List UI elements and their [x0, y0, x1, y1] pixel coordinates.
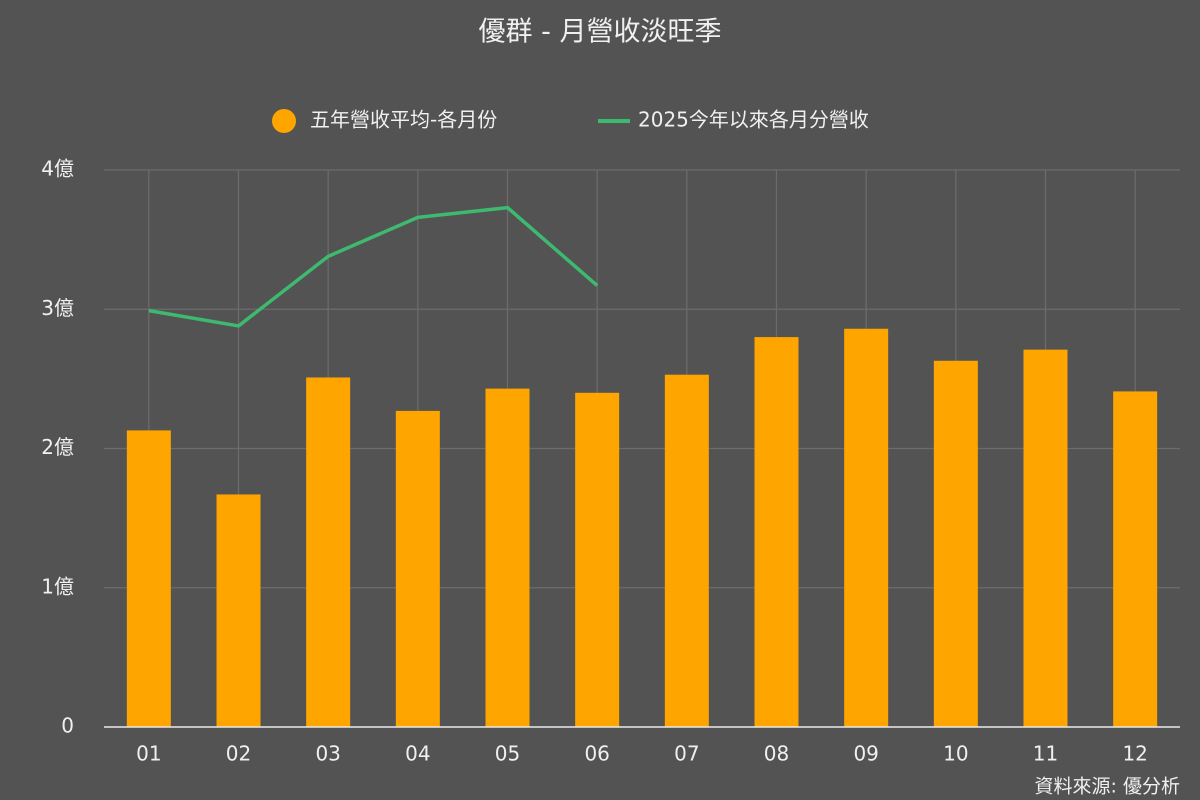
y-tick-label: 0	[61, 714, 74, 738]
bar	[664, 374, 709, 727]
bar	[754, 337, 799, 727]
x-tick-label: 09	[853, 742, 878, 766]
bar	[933, 360, 978, 727]
bar	[306, 377, 351, 727]
legend-swatch	[272, 109, 296, 133]
x-tick-label: 03	[315, 742, 340, 766]
x-tick-label: 10	[943, 742, 968, 766]
x-tick-label: 01	[136, 742, 161, 766]
bar	[844, 328, 889, 727]
y-tick-label: 4億	[41, 157, 74, 181]
bar	[485, 388, 530, 727]
bar	[216, 494, 261, 727]
y-tick-label: 2億	[41, 435, 74, 459]
legend-label: 五年營收平均-各月份	[310, 108, 497, 132]
x-tick-label: 05	[495, 742, 520, 766]
x-tick-label: 06	[584, 742, 609, 766]
bar	[126, 430, 171, 727]
x-tick-label: 12	[1122, 742, 1147, 766]
x-tick-label: 08	[764, 742, 789, 766]
y-tick-label: 1億	[41, 574, 74, 598]
source-note: 資料來源: 優分析	[1035, 776, 1180, 798]
x-tick-label: 04	[405, 742, 430, 766]
bar	[395, 410, 440, 727]
line	[148, 205, 599, 328]
bar	[575, 392, 620, 727]
x-tick-label: 07	[674, 742, 699, 766]
x-tick-label: 02	[226, 742, 251, 766]
legend-label: 2025今年以來各月分營收	[638, 108, 869, 132]
y-tick-label: 3億	[41, 296, 74, 320]
bar	[1113, 391, 1158, 727]
chart-title: 優群 - 月營收淡旺季	[479, 17, 722, 48]
bar	[1023, 349, 1068, 727]
x-tick-label: 11	[1033, 742, 1058, 766]
